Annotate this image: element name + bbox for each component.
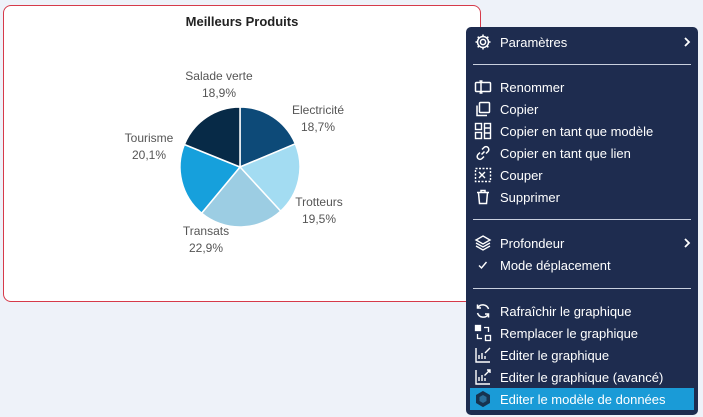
- pie-label-name: Salade verte: [185, 69, 253, 83]
- pie-label-name: Trotteurs: [295, 195, 343, 209]
- menu-item-supprimer[interactable]: Supprimer: [470, 186, 694, 208]
- chart-title: Meilleurs Produits: [185, 14, 299, 29]
- pie-label-name: Transats: [183, 224, 229, 238]
- edit-chart-icon: [474, 346, 492, 364]
- menu-separator: [473, 219, 691, 220]
- check-icon: [474, 256, 492, 274]
- menu-item-editer-avance[interactable]: Editer le graphique (avancé): [470, 366, 694, 388]
- menu-item-label: Remplacer le graphique: [500, 325, 639, 341]
- chevron-right-icon: [680, 238, 694, 248]
- menu-item-label: Editer le graphique (avancé): [500, 369, 664, 385]
- template-icon: [474, 122, 492, 140]
- pie-slice-2[interactable]: [238, 142, 301, 213]
- context-menu: Paramètres Renommer Copier Copier en t: [466, 27, 698, 415]
- menu-item-label: Renommer: [500, 79, 565, 95]
- menu-item-label: Couper: [500, 167, 543, 183]
- menu-item-rafraichir[interactable]: Rafraîchir le graphique: [470, 300, 694, 322]
- menu-item-profondeur[interactable]: Profondeur: [470, 232, 694, 254]
- menu-item-label: Supprimer: [500, 189, 560, 205]
- pie-label-value: 22,9%: [189, 241, 223, 255]
- menu-item-label: Copier en tant que lien: [500, 145, 631, 161]
- menu-item-copier-modele[interactable]: Copier en tant que modèle: [470, 120, 694, 142]
- chart-card[interactable]: Meilleurs Produits Electricité 18,7% Trott…: [3, 5, 481, 302]
- menu-item-label: Copier en tant que modèle: [500, 123, 654, 139]
- menu-separator: [473, 64, 691, 65]
- link-icon: [474, 144, 492, 162]
- menu-item-copier[interactable]: Copier: [470, 98, 694, 120]
- pie-label-value: 18,9%: [202, 86, 236, 100]
- pie-label-value: 20,1%: [132, 148, 166, 162]
- menu-item-remplacer[interactable]: Remplacer le graphique: [470, 322, 694, 344]
- pie-slice-3[interactable]: [200, 165, 282, 228]
- menu-item-label: Mode déplacement: [500, 257, 611, 273]
- pie-label-value: 18,7%: [301, 120, 335, 134]
- refresh-icon: [474, 302, 492, 320]
- gear-icon: [474, 33, 492, 51]
- menu-item-couper[interactable]: Couper: [470, 164, 694, 186]
- pie-label-name: Tourisme: [125, 131, 174, 145]
- menu-item-label: Editer le modèle de données: [500, 391, 666, 407]
- menu-item-editer-modele-donnees[interactable]: Editer le modèle de données: [470, 388, 694, 410]
- copy-icon: [474, 100, 492, 118]
- menu-item-label: Copier: [500, 101, 539, 117]
- menu-item-label: Profondeur: [500, 235, 565, 251]
- pie-slice-5[interactable]: [183, 106, 241, 169]
- pie-chart: Electricité 18,7% Trotteurs 19,5% Transats 22…: [125, 69, 345, 255]
- pie-label-value: 19,5%: [302, 212, 336, 226]
- pie-label-name: Electricité: [292, 103, 344, 117]
- menu-item-editer[interactable]: Editer le graphique: [470, 344, 694, 366]
- trash-icon: [474, 188, 492, 206]
- menu-item-label: Paramètres: [500, 34, 568, 50]
- chevron-right-icon: [680, 37, 694, 47]
- menu-separator: [473, 288, 691, 289]
- menu-item-renommer[interactable]: Renommer: [470, 76, 694, 98]
- rename-icon: [474, 78, 492, 96]
- menu-item-copier-lien[interactable]: Copier en tant que lien: [470, 142, 694, 164]
- menu-item-label: Rafraîchir le graphique: [500, 303, 632, 319]
- cut-icon: [474, 166, 492, 184]
- replace-icon: [474, 324, 492, 342]
- menu-item-label: Editer le graphique: [500, 347, 610, 363]
- data-model-icon: [474, 390, 492, 408]
- menu-item-mode-deplacement[interactable]: Mode déplacement: [470, 254, 694, 276]
- pie-slice-1[interactable]: [239, 106, 297, 169]
- menu-item-parametres[interactable]: Paramètres: [470, 31, 694, 53]
- layers-icon: [474, 234, 492, 252]
- edit-chart-advanced-icon: [474, 368, 492, 386]
